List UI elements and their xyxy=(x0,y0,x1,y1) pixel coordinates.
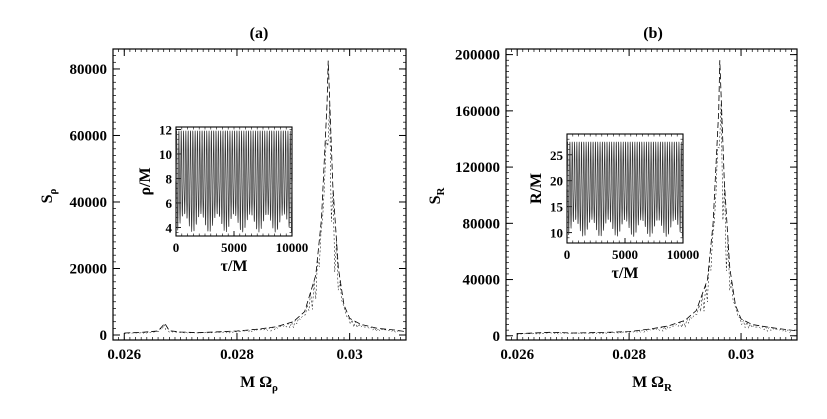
y-tick-label: 80000 xyxy=(463,216,501,232)
y-axis-label: Sρ xyxy=(39,188,59,203)
y-tick-label: 0 xyxy=(100,328,108,344)
panel-b: 0.026 0.028 0.0304000080000120000160000200… xyxy=(427,25,798,394)
y-tick-label: 80000 xyxy=(70,62,108,78)
inset-y-tick-label: 4 xyxy=(166,220,173,235)
inset-y-tick-label: 25 xyxy=(550,148,564,163)
inset-y-tick-label: 10 xyxy=(159,147,172,162)
spectrum-line xyxy=(124,60,407,334)
inset-x-tick-label: 10000 xyxy=(667,247,700,262)
x-tick-label: 0.026 xyxy=(500,347,534,363)
inset-y-axis-label: ρ/M xyxy=(137,167,154,195)
inset-x-axis-label: τ/M xyxy=(221,258,248,275)
y-tick-label: 40000 xyxy=(463,273,501,289)
inset-y-tick-label: 15 xyxy=(550,200,564,215)
y-axis-label: SR xyxy=(427,187,447,205)
inset-orbit-line xyxy=(566,141,684,237)
inset-y-tick-label: 10 xyxy=(550,226,563,241)
x-tick-label: 0.03 xyxy=(728,347,754,363)
panel-title: (a) xyxy=(250,25,269,42)
y-tick-label: 60000 xyxy=(70,128,108,144)
inset-plot: 0 5000 10000 10 15 20 25 τ/M R/M xyxy=(528,133,700,282)
inset-x-tick-label: 10000 xyxy=(276,240,309,255)
inset-y-tick-label: 12 xyxy=(159,122,172,137)
spectrum-noise xyxy=(124,105,401,335)
inset-x-tick-label: 0 xyxy=(173,240,180,255)
inset-x-axis-label: τ/M xyxy=(612,265,639,282)
y-tick-label: 0 xyxy=(493,329,501,345)
x-tick-label: 0.026 xyxy=(107,347,141,363)
x-tick-label: 0.028 xyxy=(220,347,254,363)
inset-y-axis-label: R/M xyxy=(528,173,545,204)
y-tick-label: 120000 xyxy=(455,160,500,176)
panel-title: (b) xyxy=(643,25,663,42)
spectrum-line xyxy=(517,60,798,335)
inset-x-tick-label: 5000 xyxy=(221,240,247,255)
inset-y-tick-label: 20 xyxy=(550,174,563,189)
y-tick-label: 40000 xyxy=(70,195,108,211)
inset-y-tick-label: 8 xyxy=(166,171,173,186)
x-tick-label: 0.03 xyxy=(337,347,363,363)
x-axis-label: M ΩR xyxy=(632,374,673,394)
y-tick-label: 160000 xyxy=(455,104,500,120)
y-tick-label: 200000 xyxy=(455,48,500,64)
x-tick-label: 0.028 xyxy=(612,347,646,363)
y-tick-label: 20000 xyxy=(70,261,108,277)
inset-plot: 0 5000 10000 4 6 8 10 12 τ/M ρ/M xyxy=(137,122,308,275)
inset-x-tick-label: 0 xyxy=(564,247,571,262)
inset-x-tick-label: 5000 xyxy=(612,247,638,262)
panel-a: 0.026 0.028 0.03 0 20000 40000 60000 80000 (a) M … xyxy=(39,25,407,394)
inset-y-tick-label: 6 xyxy=(166,196,173,211)
x-axis-label: M Ωρ xyxy=(240,374,278,394)
inset-orbit-line xyxy=(175,130,293,233)
spectrum-noise xyxy=(517,103,792,335)
